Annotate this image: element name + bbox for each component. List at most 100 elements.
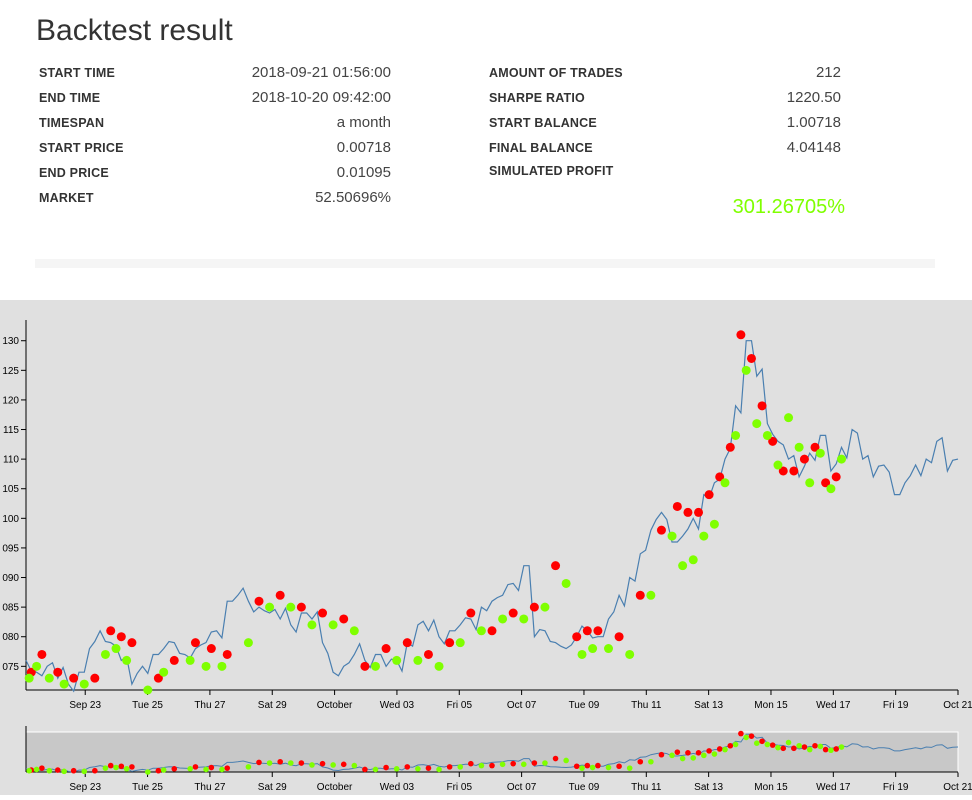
- brush-buy-marker[interactable]: [589, 764, 596, 771]
- brush-buy-marker[interactable]: [743, 734, 749, 741]
- trade-buy-marker[interactable]: [519, 614, 529, 624]
- brush-sell-marker[interactable]: [192, 764, 199, 770]
- trade-buy-marker[interactable]: [79, 679, 89, 689]
- trade-sell-marker[interactable]: [821, 478, 831, 488]
- trade-buy-marker[interactable]: [476, 626, 486, 636]
- trade-sell-marker[interactable]: [799, 454, 809, 464]
- trade-sell-marker[interactable]: [593, 626, 603, 636]
- trade-sell-marker[interactable]: [635, 590, 645, 600]
- brush-buy-marker[interactable]: [701, 752, 707, 759]
- brush-sell-marker[interactable]: [801, 744, 808, 750]
- brush-buy-marker[interactable]: [457, 764, 464, 770]
- trade-sell-marker[interactable]: [69, 673, 79, 683]
- brush-sell-marker[interactable]: [129, 764, 135, 770]
- trade-buy-marker[interactable]: [111, 644, 121, 654]
- brush-buy-marker[interactable]: [764, 741, 771, 748]
- brush-buy-marker[interactable]: [806, 746, 813, 753]
- brush-sell-marker[interactable]: [573, 763, 580, 770]
- brush-sell-marker[interactable]: [727, 742, 734, 749]
- trade-sell-marker[interactable]: [339, 614, 349, 624]
- trade-buy-marker[interactable]: [837, 454, 846, 464]
- brush-sell-marker[interactable]: [92, 767, 98, 774]
- brush-sell-marker[interactable]: [716, 746, 723, 752]
- trade-sell-marker[interactable]: [694, 507, 704, 517]
- brush-buy-marker[interactable]: [579, 765, 585, 771]
- brush-buy-marker[interactable]: [61, 768, 67, 775]
- price-chart[interactable]: 075 080 085 090 095 100 105 110 115 120 125 130 Sep …: [0, 300, 972, 795]
- brush-sell-marker[interactable]: [340, 761, 347, 768]
- brush-buy-marker[interactable]: [679, 755, 686, 762]
- trade-sell-marker[interactable]: [725, 442, 735, 452]
- trade-sell-marker[interactable]: [360, 661, 370, 671]
- trade-sell-marker[interactable]: [656, 525, 666, 535]
- brush-buy-marker[interactable]: [33, 766, 40, 773]
- trade-buy-marker[interactable]: [100, 649, 110, 659]
- trade-sell-marker[interactable]: [810, 442, 820, 452]
- brush-buy-marker[interactable]: [26, 767, 32, 774]
- trade-buy-marker[interactable]: [588, 644, 598, 654]
- trade-sell-marker[interactable]: [778, 466, 788, 476]
- brush-buy-marker[interactable]: [160, 767, 167, 773]
- brush-sell-marker[interactable]: [425, 765, 432, 771]
- brush-buy-marker[interactable]: [245, 764, 252, 770]
- main-plot[interactable]: 075 080 085 090 095 100 105 110 115 120 125 130 Sep …: [2, 320, 972, 711]
- trade-sell-marker[interactable]: [551, 561, 561, 571]
- trade-sell-marker[interactable]: [402, 638, 412, 648]
- trade-sell-marker[interactable]: [487, 626, 497, 636]
- trade-sell-marker[interactable]: [169, 655, 179, 665]
- trade-sell-marker[interactable]: [296, 602, 306, 612]
- trade-sell-marker[interactable]: [423, 649, 433, 659]
- trade-buy-marker[interactable]: [646, 590, 656, 600]
- brush-buy-marker[interactable]: [478, 762, 485, 769]
- trade-buy-marker[interactable]: [217, 661, 227, 671]
- brush-sell-marker[interactable]: [769, 742, 776, 748]
- brush-sell-marker[interactable]: [822, 746, 829, 753]
- trade-sell-marker[interactable]: [445, 638, 455, 648]
- brush-sell-marker[interactable]: [812, 742, 818, 749]
- trade-buy-marker[interactable]: [794, 442, 804, 452]
- trade-buy-marker[interactable]: [265, 602, 275, 612]
- brush-sell-marker[interactable]: [54, 767, 61, 773]
- trade-buy-marker[interactable]: [32, 661, 42, 671]
- brush-sell-marker[interactable]: [171, 766, 178, 772]
- brush-sell-marker[interactable]: [107, 762, 114, 769]
- brush-buy-marker[interactable]: [499, 761, 506, 768]
- brush-buy-marker[interactable]: [732, 741, 739, 748]
- trade-buy-marker[interactable]: [122, 655, 132, 665]
- brush-buy-marker[interactable]: [219, 766, 225, 773]
- trade-buy-marker[interactable]: [159, 667, 169, 677]
- brush-sell-marker[interactable]: [256, 759, 262, 766]
- trade-buy-marker[interactable]: [413, 655, 423, 665]
- brush-sell-marker[interactable]: [383, 764, 389, 771]
- brush-sell-marker[interactable]: [791, 745, 797, 752]
- brush-sell-marker[interactable]: [118, 763, 125, 770]
- trade-buy-marker[interactable]: [307, 620, 317, 630]
- trade-sell-marker[interactable]: [715, 472, 725, 482]
- trade-sell-marker[interactable]: [789, 466, 799, 476]
- trade-buy-marker[interactable]: [709, 519, 719, 529]
- brush-sell-marker[interactable]: [510, 760, 516, 767]
- trade-buy-marker[interactable]: [371, 661, 380, 671]
- trade-buy-marker[interactable]: [762, 430, 772, 440]
- trade-buy-marker[interactable]: [667, 531, 677, 541]
- trade-sell-marker[interactable]: [704, 490, 714, 500]
- trade-buy-marker[interactable]: [498, 614, 508, 624]
- brush-buy-marker[interactable]: [838, 744, 845, 750]
- trade-sell-marker[interactable]: [757, 401, 767, 411]
- brush-buy-marker[interactable]: [81, 768, 88, 775]
- trade-sell-marker[interactable]: [529, 602, 539, 612]
- brush-buy-marker[interactable]: [520, 761, 527, 768]
- brush-buy-marker[interactable]: [785, 739, 792, 746]
- brush-buy-marker[interactable]: [563, 757, 569, 764]
- trade-buy-marker[interactable]: [752, 419, 762, 429]
- trade-buy-marker[interactable]: [805, 478, 815, 488]
- brush-buy-marker[interactable]: [775, 744, 781, 751]
- brush-buy-marker[interactable]: [203, 766, 209, 773]
- brush-sell-marker[interactable]: [298, 760, 305, 766]
- trade-sell-marker[interactable]: [582, 626, 592, 636]
- brush-sell-marker[interactable]: [362, 766, 368, 773]
- trade-sell-marker[interactable]: [116, 632, 126, 642]
- brush-buy-marker[interactable]: [626, 765, 633, 771]
- brush-sell-marker[interactable]: [780, 745, 787, 752]
- trade-buy-marker[interactable]: [59, 679, 69, 689]
